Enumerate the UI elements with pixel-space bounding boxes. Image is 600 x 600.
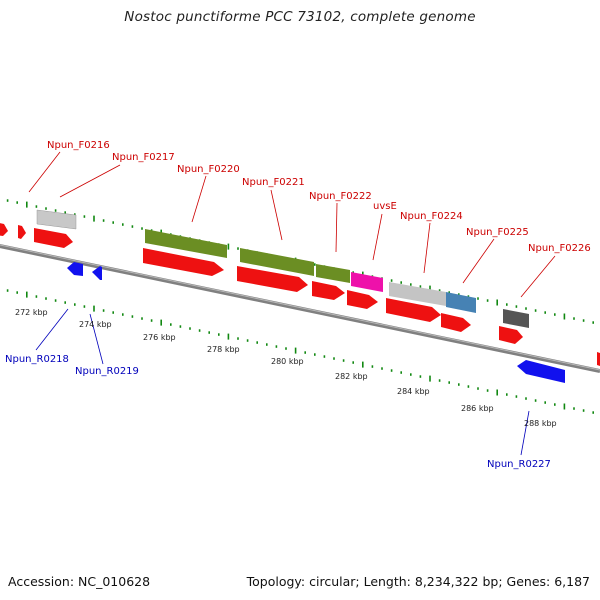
- cds-arrow-forward[interactable]: [143, 248, 224, 276]
- gc-content-inner-ticks: [6, 289, 595, 414]
- cds-arrow-forward[interactable]: [18, 225, 26, 239]
- gene-label-npun-r0219[interactable]: Npun_R0219: [75, 366, 139, 377]
- gene-label-npun-f0224[interactable]: Npun_F0224: [400, 211, 463, 222]
- forward-cds-arrows: [0, 222, 600, 366]
- scale-labels: 272 kbp 274 kbp 276 kbp 278 kbp 280 kbp …: [15, 308, 557, 428]
- gene-label-npun-f0222[interactable]: Npun_F0222: [309, 191, 372, 202]
- accession-text: Accession: NC_010628: [8, 574, 151, 589]
- cds-arrow-forward[interactable]: [347, 290, 378, 309]
- cds-arrow-forward[interactable]: [237, 266, 308, 292]
- cds-arrow-forward[interactable]: [441, 313, 471, 332]
- gene-block-magenta[interactable]: [351, 272, 383, 292]
- cds-arrow-reverse[interactable]: [517, 360, 565, 383]
- scale-label: 282 kbp: [335, 372, 368, 381]
- gene-label-npun-f0217[interactable]: Npun_F0217: [112, 152, 175, 163]
- gene-label-npun-f0221[interactable]: Npun_F0221: [242, 177, 305, 188]
- gene-label-npun-f0225[interactable]: Npun_F0225: [466, 227, 529, 238]
- gene-block-green[interactable]: [145, 229, 227, 258]
- cds-arrow-forward[interactable]: [499, 326, 523, 344]
- gene-label-npun-r0227[interactable]: Npun_R0227: [487, 459, 551, 470]
- cds-arrow-forward[interactable]: [597, 352, 600, 366]
- gene-label-npun-f0216[interactable]: Npun_F0216: [47, 140, 110, 151]
- genome-backbone: [0, 243, 600, 373]
- cds-arrow-forward[interactable]: [312, 281, 345, 300]
- gene-block-green[interactable]: [240, 248, 314, 276]
- gene-label-npun-r0218[interactable]: Npun_R0218: [5, 354, 69, 365]
- cds-arrow-reverse[interactable]: [67, 262, 83, 276]
- scale-label: 276 kbp: [143, 333, 176, 342]
- gene-block-steelblue[interactable]: [446, 292, 476, 313]
- gene-block-green[interactable]: [316, 264, 350, 283]
- scale-label: 272 kbp: [15, 308, 48, 317]
- cds-arrow-reverse[interactable]: [92, 266, 102, 280]
- scale-label: 288 kbp: [524, 419, 557, 428]
- cds-arrow-forward[interactable]: [34, 228, 73, 248]
- scale-label: 280 kbp: [271, 357, 304, 366]
- gene-block-gray[interactable]: [389, 282, 446, 306]
- scale-label: 278 kbp: [207, 345, 240, 354]
- cds-arrow-forward[interactable]: [0, 222, 8, 236]
- map-title: Nostoc punctiforme PCC 73102, complete g…: [124, 9, 476, 25]
- cds-arrow-forward[interactable]: [386, 298, 441, 322]
- scale-label: 274 kbp: [79, 320, 112, 329]
- reverse-gene-labels: Npun_R0218 Npun_R0219 Npun_R0227: [5, 308, 551, 470]
- gene-label-npun-f0226[interactable]: Npun_F0226: [528, 243, 591, 254]
- gene-label-uvse[interactable]: uvsE: [373, 201, 397, 212]
- gene-block-darkgray[interactable]: [503, 309, 529, 328]
- gene-label-npun-f0220[interactable]: Npun_F0220: [177, 164, 240, 175]
- scale-label: 286 kbp: [461, 404, 494, 413]
- reverse-cds-arrows: [67, 262, 565, 383]
- scale-label: 284 kbp: [397, 387, 430, 396]
- gene-block-gray[interactable]: [36, 209, 77, 230]
- topology-summary: Topology: circular; Length: 8,234,322 bp…: [246, 574, 590, 589]
- forward-gene-labels: Npun_F0216 Npun_F0217 Npun_F0220 Npun_F0…: [28, 140, 591, 298]
